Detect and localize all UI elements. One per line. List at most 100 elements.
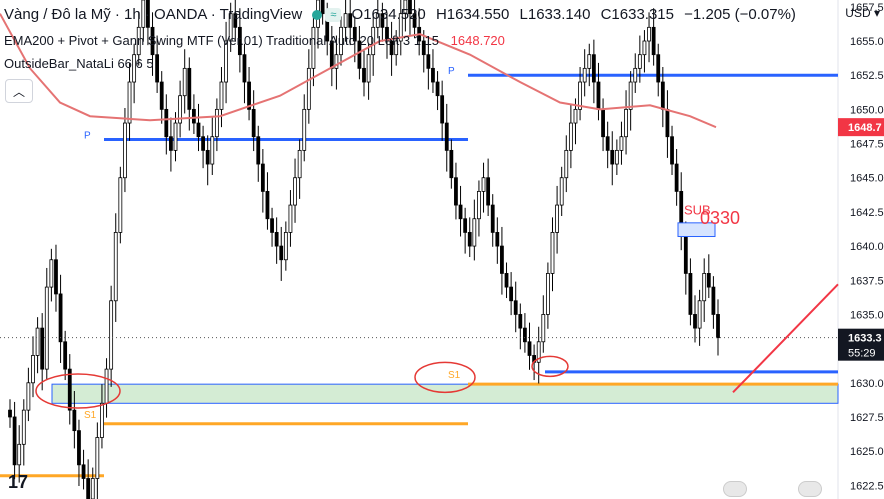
- collapse-legend-button[interactable]: ︿: [5, 79, 33, 103]
- countdown-label: 55:29: [848, 348, 876, 360]
- candle-body: [182, 67, 187, 97]
- y-tick-label: 1625.0: [850, 446, 884, 458]
- indicator-ema-value: 1648.720: [450, 33, 505, 48]
- candle-body: [306, 67, 311, 110]
- candle-body: [339, 26, 343, 56]
- candle-body: [398, 13, 403, 42]
- candle-body: [651, 26, 656, 56]
- candle-body: [242, 54, 247, 83]
- candle-body: [518, 314, 523, 329]
- candle-body: [118, 177, 123, 233]
- hand-drawn-circle: [35, 373, 121, 409]
- candle-body: [523, 327, 527, 343]
- candle-body: [12, 416, 17, 466]
- candle-body: [408, 0, 412, 15]
- candle-body: [214, 108, 219, 138]
- y-tick-label: 1630.0: [850, 378, 884, 390]
- y-tick-label: 1635.0: [850, 309, 884, 321]
- currency-label: USD: [845, 6, 871, 20]
- candle-body: [693, 314, 697, 329]
- candle-body: [444, 122, 449, 151]
- candle-body: [274, 232, 279, 247]
- candle-body: [366, 54, 371, 83]
- candle-body: [605, 136, 610, 151]
- candle-body: [40, 327, 45, 370]
- candle-body: [688, 273, 693, 315]
- y-tick-label: 1655.0: [850, 36, 884, 48]
- trend-line: [732, 283, 839, 394]
- candle-body: [132, 54, 137, 83]
- chevron-up-icon: ︿: [12, 84, 25, 99]
- y-tick-label: 1645.0: [850, 173, 884, 185]
- candle-body: [237, 26, 242, 56]
- candle-body: [385, 26, 389, 42]
- candle-body: [297, 149, 302, 179]
- candle-body: [127, 81, 132, 124]
- candle-body: [716, 314, 720, 339]
- candle-body: [426, 54, 431, 69]
- symbol-legend[interactable]: Vàng / Đô la Mỹ · 1h · OANDA · TradingVi…: [4, 6, 802, 23]
- candle-body: [251, 108, 256, 138]
- ohlc-low: L1633.140: [519, 6, 591, 23]
- candle-body: [26, 382, 31, 411]
- market-status: ≈: [312, 6, 342, 23]
- candle-body: [619, 136, 624, 151]
- candle-body: [49, 259, 54, 288]
- candle-body: [458, 204, 463, 220]
- candle-body: [260, 163, 265, 192]
- symbol-title[interactable]: Vàng / Đô la Mỹ · 1h · OANDA · TradingVi…: [4, 6, 303, 23]
- candle-body: [578, 81, 582, 110]
- chevron-down-icon: ▾: [873, 6, 880, 20]
- candle-body: [58, 293, 63, 343]
- indicator-legend-ema[interactable]: EMA200 + Pivot + Gann Swing MTF (Ver.01)…: [4, 33, 505, 48]
- y-tick-label: 1647.5: [850, 139, 884, 151]
- candle-body: [380, 13, 385, 28]
- us-flag-icon[interactable]: [798, 481, 822, 497]
- candle-body: [527, 341, 532, 356]
- candle-body: [72, 409, 77, 432]
- ohlc-open: O1634.520: [351, 6, 426, 23]
- candle-body: [403, 0, 408, 15]
- candle-body: [113, 232, 118, 302]
- candle-body: [702, 273, 707, 302]
- candle-body: [265, 190, 270, 220]
- candle-body: [559, 177, 564, 206]
- ohlc-values: O1634.520 H1634.550 L1633.140 C1633.315 …: [352, 6, 802, 23]
- y-tick-label: 1627.5: [850, 412, 884, 424]
- pivot-level-label: S1: [84, 410, 97, 421]
- candle-body: [582, 67, 587, 83]
- candle-body: [270, 218, 274, 233]
- tradingview-logo: 17: [8, 472, 29, 492]
- indicator-outsidebar-name: OutsideBar_NataLi 66 6 5: [4, 56, 154, 71]
- candle-body: [454, 177, 458, 206]
- indicator-legend-outsidebar[interactable]: OutsideBar_NataLi 66 6 5: [4, 56, 154, 71]
- candle-body: [35, 327, 40, 356]
- candle-body: [348, 13, 353, 28]
- candle-body: [196, 122, 201, 138]
- candle-body: [224, 40, 228, 83]
- candle-body: [54, 259, 58, 295]
- candle-body: [141, 0, 146, 28]
- candle-body: [357, 40, 362, 69]
- candle-body: [146, 0, 150, 28]
- candle-body: [389, 40, 394, 56]
- annotation-value: 0330: [700, 208, 740, 228]
- candle-body: [334, 54, 339, 69]
- pivot-level-label: S1: [448, 370, 461, 381]
- candle-body: [104, 368, 109, 404]
- candle-body: [17, 443, 22, 466]
- candle-body: [191, 108, 196, 124]
- candle-body: [371, 26, 376, 56]
- candle-body: [375, 13, 380, 28]
- candle-body: [431, 67, 435, 83]
- currency-selector[interactable]: USD ▾: [845, 6, 880, 20]
- candle-body: [21, 409, 26, 445]
- candle-body: [500, 245, 504, 274]
- candle-body: [100, 402, 104, 438]
- us-flag-icon[interactable]: [723, 481, 747, 497]
- candle-body: [283, 232, 288, 261]
- candle-body: [633, 67, 638, 83]
- candle-body: [95, 437, 100, 479]
